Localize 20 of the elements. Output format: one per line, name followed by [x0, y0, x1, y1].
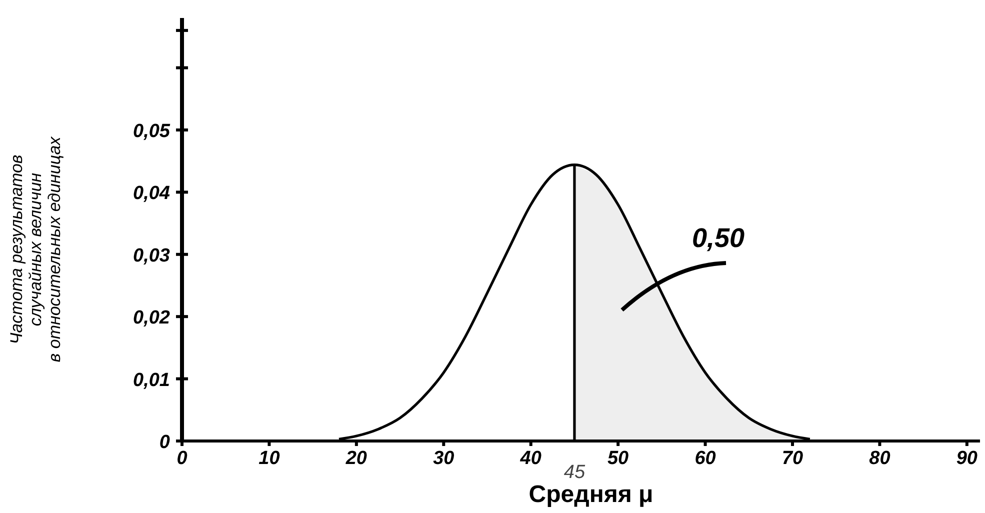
x-tick-label: 50: [607, 448, 630, 469]
y-tick-label: 0,01: [133, 370, 170, 391]
x-tick-label: 0: [176, 448, 188, 469]
ref-line-label: 45: [564, 462, 586, 483]
x-tick-label: 40: [519, 448, 542, 469]
y-tick-label: 0,02: [133, 308, 170, 329]
y-tick-label: 0: [159, 432, 170, 453]
x-tick-label: 30: [433, 448, 455, 469]
y-axis-title: Частота результатов случайных величин в относительных единицах: [7, 136, 64, 362]
x-tick-label: 60: [694, 448, 716, 469]
annotation: 0,50: [692, 223, 745, 253]
x-tick-label: 20: [344, 448, 368, 469]
y-tick-label: 0,05: [133, 120, 170, 142]
x-tick-label: 90: [956, 448, 978, 469]
y-tick-label: 0,04: [133, 183, 170, 204]
x-tick-label: 10: [258, 448, 280, 469]
x-tick-label: 80: [869, 448, 891, 469]
x-tick-label: 70: [782, 448, 804, 469]
y-tick-label: 0,03: [133, 245, 170, 266]
x-axis-title: Средняя μ: [528, 481, 654, 508]
